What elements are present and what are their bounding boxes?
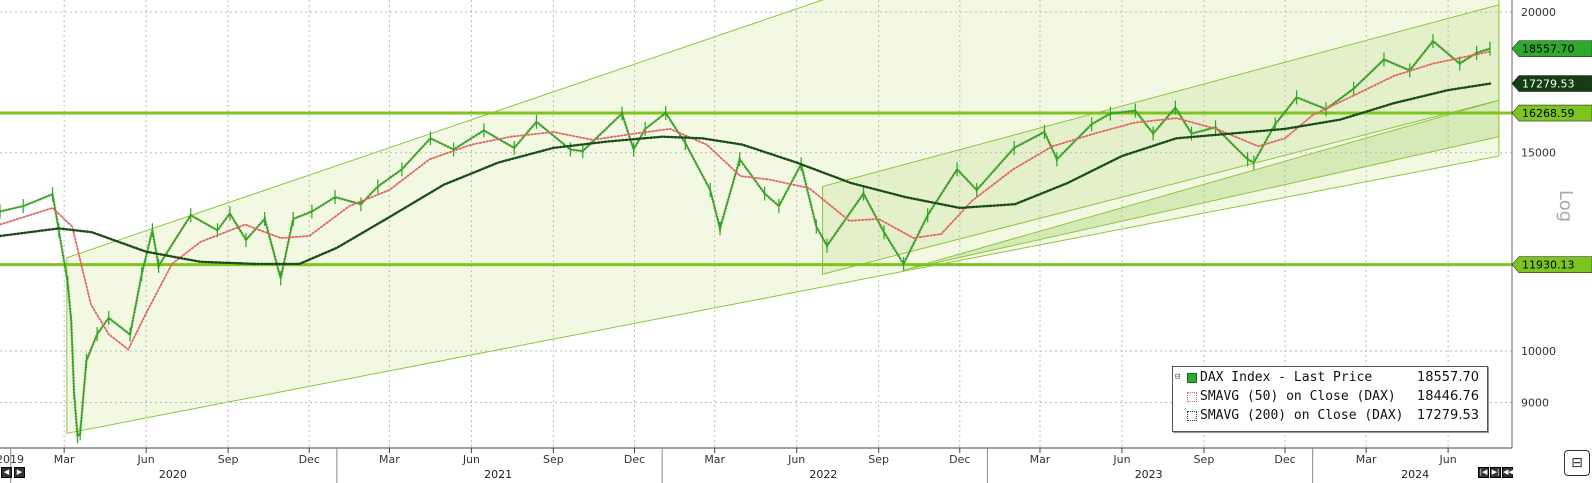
price-tag-bg [1511,75,1592,92]
x-left-year-fragment: 2019 [0,453,24,466]
legend-collapse-icon[interactable]: ⊟ [1175,372,1181,382]
series-sma50-line [0,50,1491,351]
scroll-left-button[interactable]: ◀ [1,467,12,478]
legend-label-sma50: SMAVG (50) on Close (DAX) [1200,389,1396,404]
scroll-back-button[interactable]: ◀◀ [1502,467,1514,478]
x-tick-label: Dec [624,453,645,466]
y-tick-label: 15000 [1521,147,1556,160]
y-tick-label: 9000 [1521,396,1549,409]
x-year-label: 2021 [484,468,512,481]
legend-value-dax: 18557.70 [1416,370,1479,385]
legend-value-sma200: 17279.53 [1416,408,1479,423]
legend-swatch-dax [1187,372,1197,383]
y-scale-label: Log [1555,190,1576,222]
y-tick-label: 10000 [1521,345,1556,358]
y-tick-label: 20000 [1521,6,1556,19]
x-tick-label: Dec [1274,453,1295,466]
x-tick-label: Sep [1194,453,1215,466]
legend-item-sma200: SMAVG (200) on Close (DAX) [1177,407,1404,425]
trend-channel-2 [903,99,1500,271]
price-tag-text: 17279.53 [1522,78,1575,91]
price-tag-text: 16268.59 [1522,107,1575,120]
chart-controls-icon[interactable]: ⊟ [1564,450,1590,476]
x-tick-label: Jun [1439,453,1457,466]
x-year-label: 2022 [809,468,837,481]
price-tags: 18557.70 17279.53 16268.59 11930.13 [1511,40,1592,273]
legend-swatch-sma200 [1187,410,1197,421]
price-tag-0: 18557.70 [1511,40,1592,57]
legend-label-dax: DAX Index - Last Price [1200,370,1373,385]
x-tick-label: Mar [1356,453,1377,466]
price-tag-3: 11930.13 [1511,256,1592,273]
y-axis: 9000 10000 15000 20000 Log [1511,0,1576,448]
price-tag-bg [1511,256,1592,273]
x-tick-label: Sep [218,453,239,466]
x-year-label: 2023 [1135,468,1163,481]
x-year-label: 2020 [159,468,187,481]
x-tick-label: Sep [868,453,889,466]
price-tag-text: 18557.70 [1522,43,1575,56]
price-tag-bg [1511,40,1592,57]
price-tag-bg [1511,104,1592,122]
series-dax-line [0,39,1491,439]
x-tick-label: Dec [299,453,320,466]
series-sma200-line [0,82,1492,266]
x-tick-label: Mar [379,453,400,466]
x-tick-label: Jun [1112,453,1130,466]
legend-label-sma200: SMAVG (200) on Close (DAX) [1200,408,1404,423]
x-tick-label: Sep [543,453,564,466]
x-tick-label: Mar [1030,453,1051,466]
legend-item-dax: DAX Index - Last Price [1177,369,1372,387]
scroll-end-button[interactable]: ▶| [1490,467,1501,478]
x-year-label: 2024 [1401,468,1429,481]
scroll-right-button[interactable]: ▶ [14,467,25,478]
x-axis: Mar Jun Sep Dec Mar Jun Sep Dec Mar Jun Sep Dec Mar J… [0,447,1512,483]
price-tag-2: 16268.59 [1511,104,1592,122]
legend-item-sma50: SMAVG (50) on Close (DAX) [1177,388,1396,406]
x-tick-label: Jun [137,453,155,466]
scroll-start-button[interactable]: |◀ [1478,467,1489,478]
price-tag-1: 17279.53 [1511,75,1592,92]
series-lines [0,34,1492,444]
price-tag-text: 11930.13 [1522,259,1575,272]
x-tick-label: Dec [949,453,970,466]
chart-legend: ⊟ DAX Index - Last Price 18557.70 SMAVG … [1172,366,1488,432]
x-tick-label: Jun [462,453,480,466]
legend-swatch-sma50 [1187,391,1197,402]
x-tick-label: Jun [787,453,805,466]
x-tick-label: Mar [704,453,725,466]
legend-value-sma50: 18446.76 [1416,389,1479,404]
x-tick-label: Mar [54,453,75,466]
